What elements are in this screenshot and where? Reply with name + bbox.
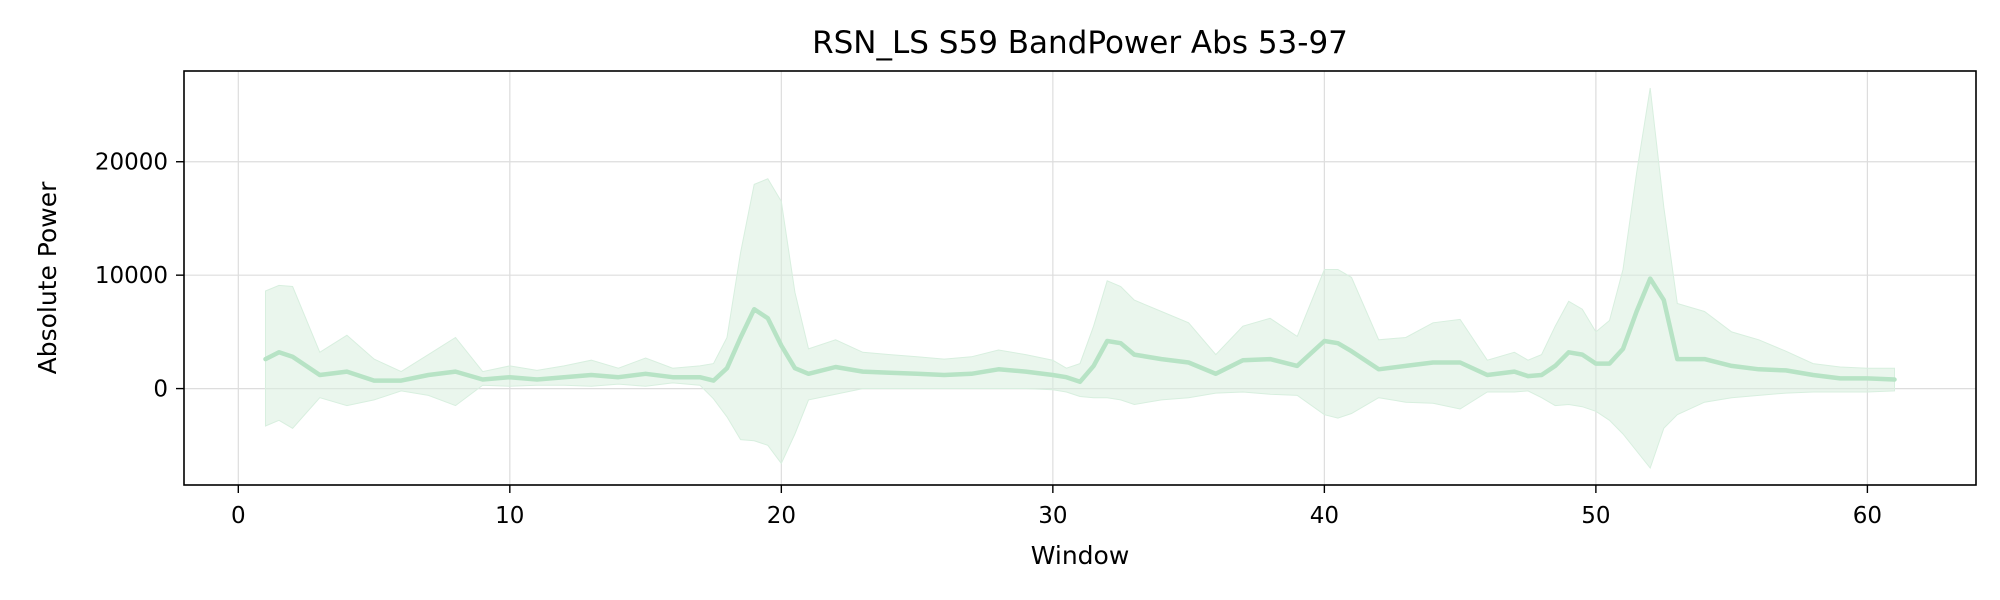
x-tick-label: 20 xyxy=(767,503,796,529)
y-tick-label: 10000 xyxy=(95,263,168,289)
plot-area-frame xyxy=(183,70,1977,486)
x-tick-label: 10 xyxy=(495,503,524,529)
grid-lines xyxy=(184,71,1976,485)
y-axis-title: Absolute Power xyxy=(33,181,62,375)
x-axis-title: Window xyxy=(1031,541,1130,570)
x-tick-label: 40 xyxy=(1310,503,1339,529)
x-tick-label: 0 xyxy=(231,503,246,529)
y-tick-label: 0 xyxy=(153,377,168,403)
x-tick-label: 60 xyxy=(1853,503,1882,529)
x-axis-ticks: 0 10 20 30 40 50 60 xyxy=(231,485,1882,529)
chart-title: RSN_LS S59 BandPower Abs 53-97 xyxy=(812,25,1348,61)
series-line xyxy=(263,276,1897,385)
y-axis-ticks: 0 10000 20000 xyxy=(95,150,184,403)
x-tick-label: 50 xyxy=(1581,503,1610,529)
y-tick-label: 20000 xyxy=(95,150,168,176)
x-tick-label: 30 xyxy=(1038,503,1067,529)
mean-line xyxy=(263,276,1897,385)
